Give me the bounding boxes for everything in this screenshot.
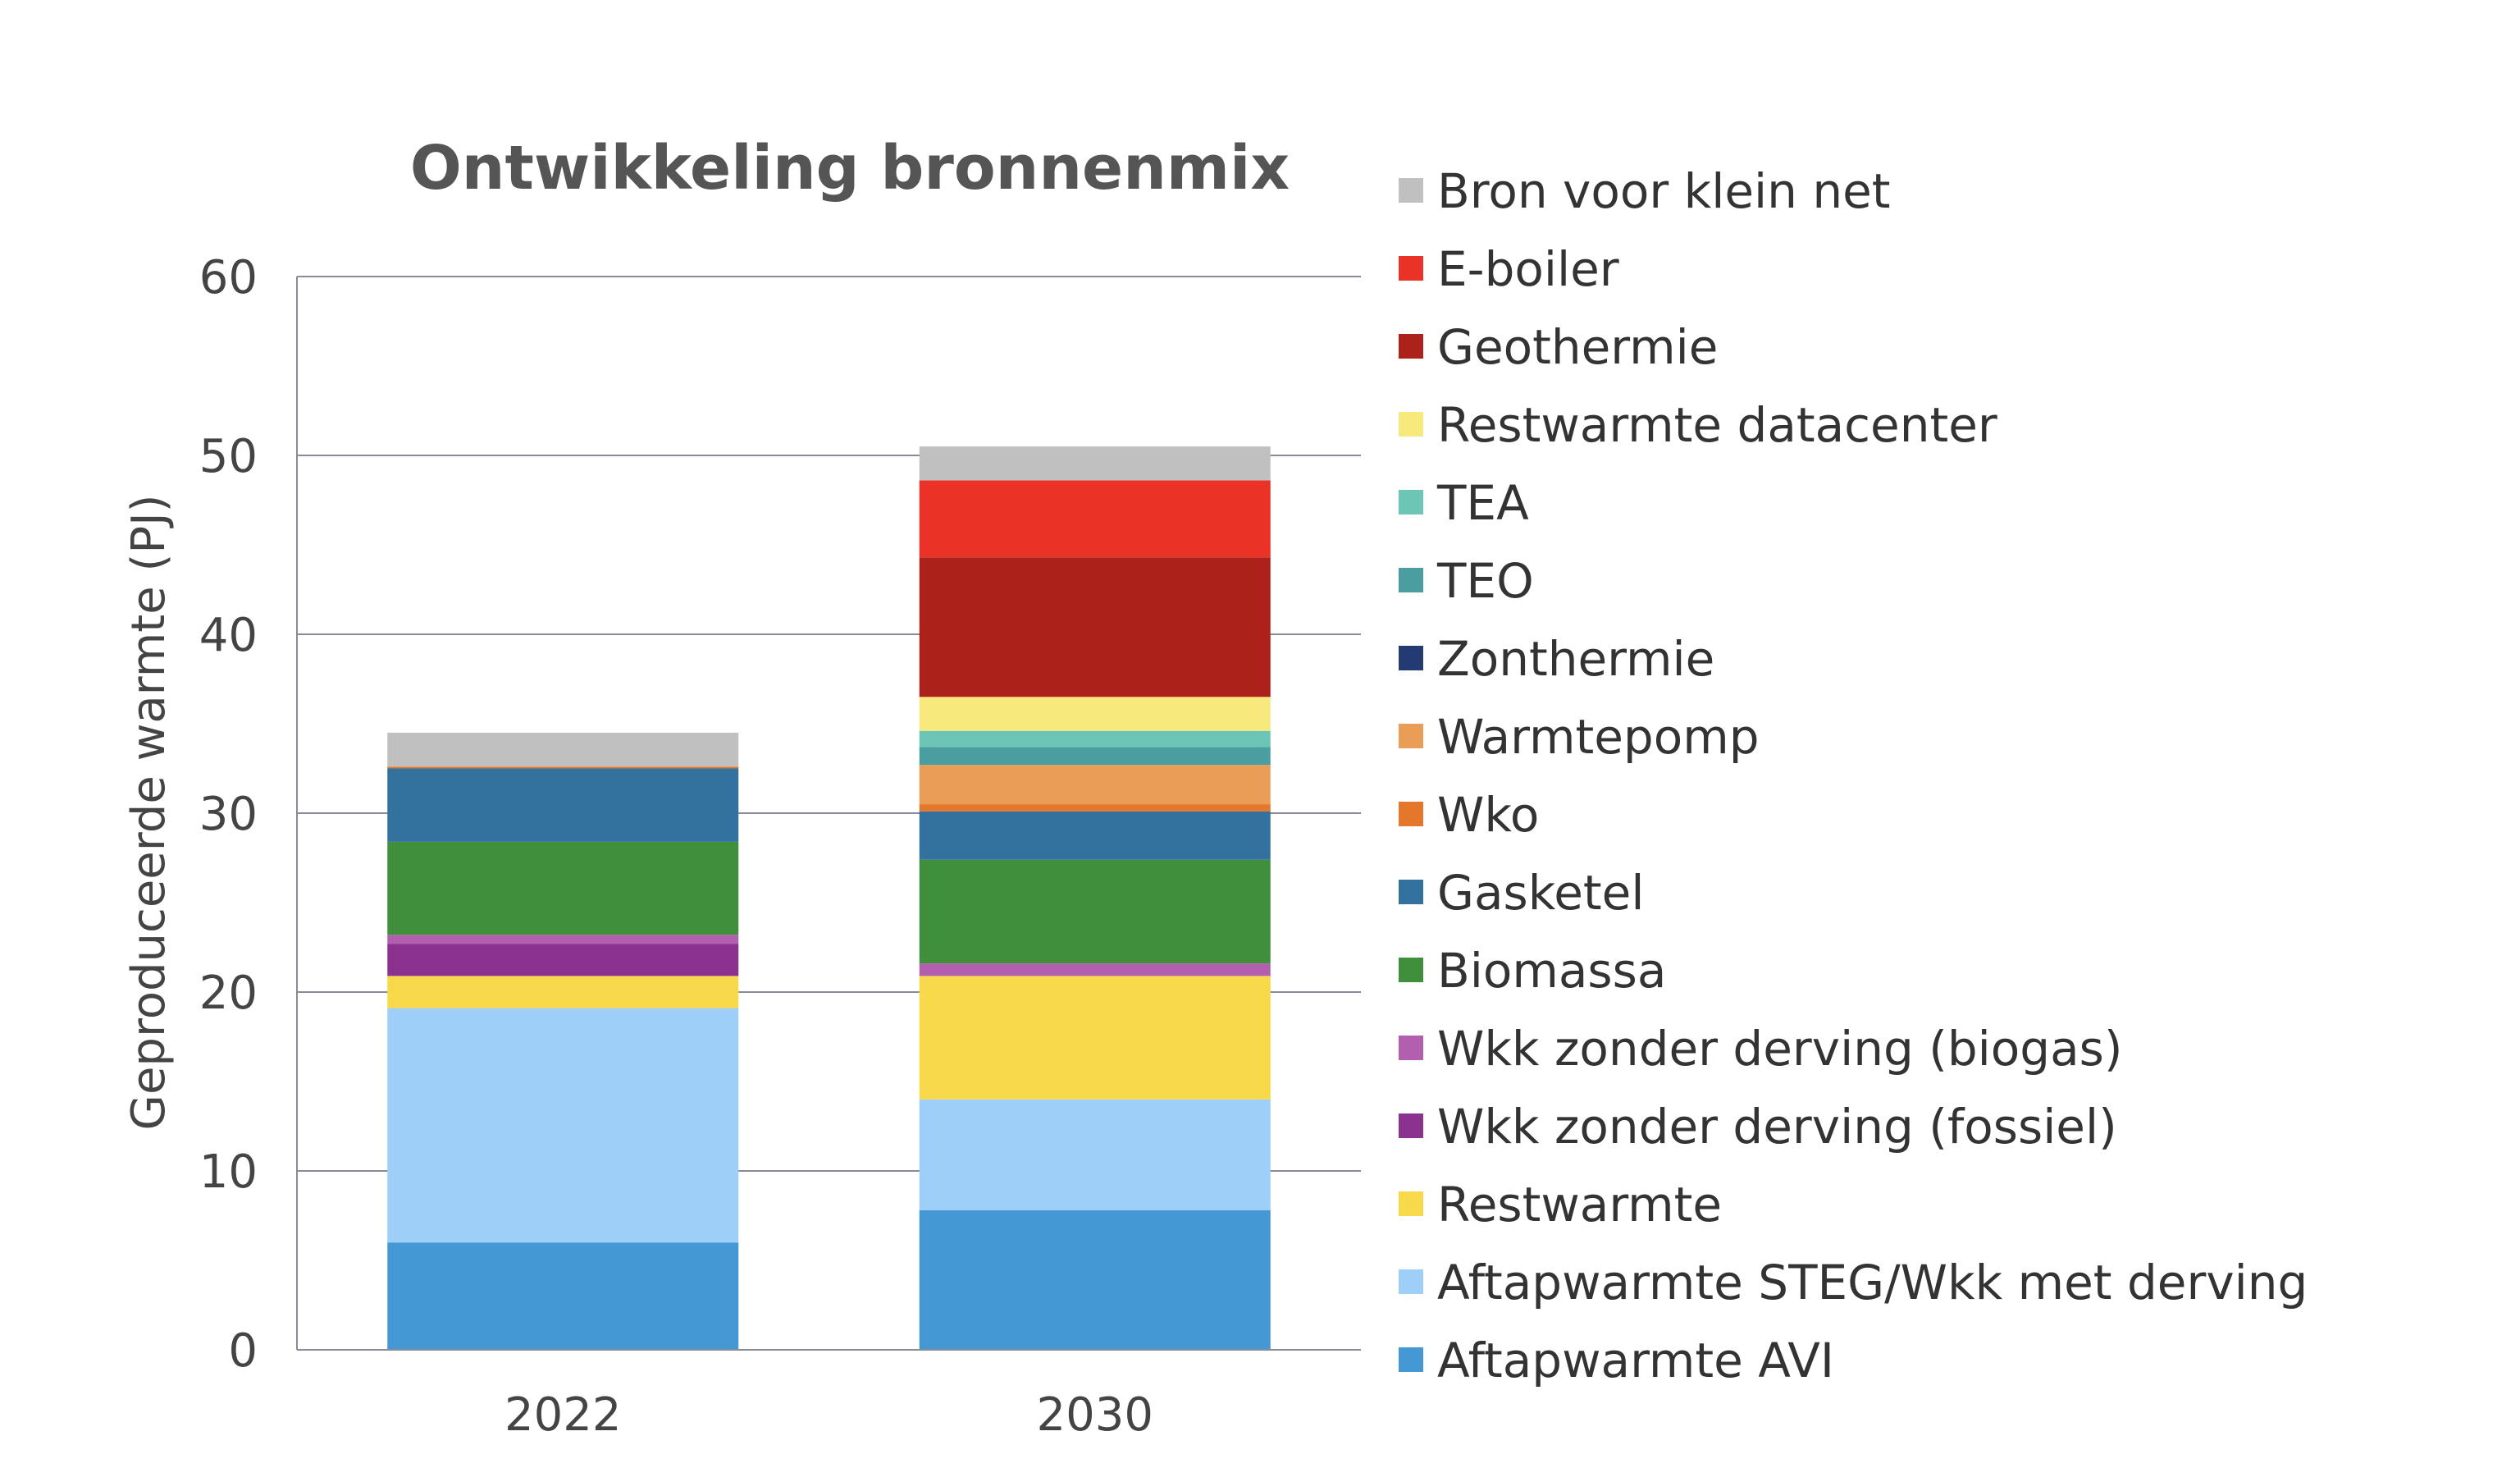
bar-segment [919,804,1271,812]
y-tick-label: 40 [199,609,258,662]
bar-segment [919,976,1271,1100]
legend-entry: Bron voor klein net [1437,163,1891,219]
legend-swatch [1399,412,1423,437]
legend-swatch [1399,256,1423,281]
bar-segment [919,730,1271,748]
y-tick-label: 60 [199,251,258,304]
bar-segment [919,1099,1271,1210]
legend-swatch [1399,802,1423,826]
bar-segment [919,859,1271,964]
legend-swatch [1399,1269,1423,1294]
legend-swatch [1399,334,1423,359]
legend-entry: TEO [1436,553,1534,609]
legend-entry: Biomassa [1437,943,1666,999]
legend-swatch [1399,958,1423,982]
legend-swatch [1399,1191,1423,1216]
bar-segment [387,768,739,842]
y-tick-label: 10 [199,1145,258,1199]
bar-segment [919,557,1271,697]
bar-segment [919,811,1271,860]
legend-swatch [1399,646,1423,670]
legend-entry: Aftapwarmte AVI [1437,1333,1834,1388]
bar-segment [919,963,1271,976]
legend-swatch [1399,568,1423,592]
legend-swatch [1399,724,1423,748]
bar-segment [387,841,739,935]
legend-entry: Restwarmte datacenter [1437,397,1997,453]
legend-entry: Wko [1437,787,1539,843]
bar-segment [387,766,739,769]
bar-segment [919,765,1271,805]
y-tick-label: 50 [199,430,258,483]
legend-entry: Gasketel [1437,865,1644,921]
x-tick-label: 2030 [1036,1388,1153,1442]
legend-swatch [1399,1347,1423,1372]
bar-segment [919,747,1271,766]
legend-entry: TEA [1436,475,1529,531]
bar-segment [387,1008,739,1243]
bar-segment [919,1209,1271,1350]
bar-segment [387,976,739,1008]
legend-entry: Restwarmte [1437,1177,1722,1232]
legend-swatch [1399,178,1423,203]
y-tick-label: 0 [228,1324,258,1378]
legend-entry: E-boiler [1437,241,1619,297]
y-axis-label: Geproduceerde warmte (PJ) [122,495,176,1131]
legend-entry: Wkk zonder derving (biogas) [1437,1021,2122,1077]
legend-entry: Warmtepomp [1437,709,1760,765]
bar-segment [387,935,739,944]
chart-title: Ontwikkeling bronnenmix [410,133,1290,203]
x-tick-label: 2022 [504,1388,622,1442]
bar-segment [919,480,1271,558]
y-tick-label: 30 [199,788,258,841]
legend-swatch [1399,1113,1423,1138]
bars [387,446,1271,1350]
legend-entry: Aftapwarmte STEG/Wkk met derving [1437,1255,2308,1310]
legend-swatch [1399,490,1423,514]
legend-entry: Zonthermie [1437,631,1714,687]
bar-segment [387,732,739,767]
legend-entry: Wkk zonder derving (fossiel) [1437,1099,2117,1155]
bar-segment [919,697,1271,731]
bar-segment [387,1242,739,1350]
legend-swatch [1399,1036,1423,1060]
legend-entry: Geothermie [1437,319,1718,375]
legend: Bron voor klein net E-boiler Geothermie Res… [1399,163,2308,1388]
bar-segment [387,944,739,976]
legend-swatch [1399,880,1423,904]
bar-segment [919,446,1271,481]
y-tick-label: 20 [199,967,258,1020]
